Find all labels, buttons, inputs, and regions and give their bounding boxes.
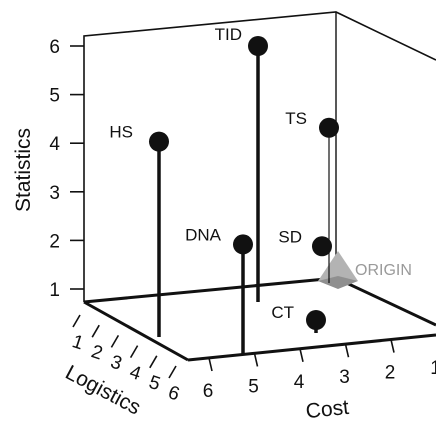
x-tick-label: 6 — [165, 382, 182, 405]
point-marker — [149, 131, 169, 152]
y-tick-label: 5 — [49, 86, 60, 107]
x-tick-mark — [91, 324, 100, 338]
data-points: TID HS TS DNA SD CT — [109, 25, 339, 354]
z-axis-title: Cost — [305, 396, 351, 423]
x-tick-mark — [149, 355, 158, 369]
floor-front-left-edge — [83, 300, 189, 362]
z-tick-label: 2 — [385, 363, 396, 384]
z-tick-mark — [390, 339, 395, 353]
origin-label: ORIGIN — [355, 262, 412, 279]
y-axis: 1 2 3 4 5 6 — [49, 37, 84, 301]
y-tick-label: 3 — [49, 183, 60, 204]
point-marker — [248, 36, 268, 56]
y-tick-label: 6 — [49, 37, 60, 58]
data-point: HS — [109, 123, 169, 337]
point-marker — [319, 117, 339, 138]
z-tick-label: 6 — [203, 381, 214, 402]
z-tick-label: 1 — [430, 358, 436, 379]
data-point: DNA — [185, 225, 253, 354]
z-tick-mark — [208, 357, 213, 372]
x-tick-label: 4 — [127, 362, 144, 385]
x-tick-mark — [72, 314, 81, 328]
x-tick-label: 1 — [69, 331, 86, 354]
z-tick-mark — [253, 353, 259, 367]
y-tick-label: 2 — [49, 231, 60, 252]
data-point: TID — [215, 25, 268, 302]
origin-cone-base — [318, 276, 358, 289]
point-label: CT — [271, 303, 294, 322]
y-tick-label: 4 — [49, 134, 60, 155]
x-tick-label: 5 — [146, 372, 163, 395]
point-marker — [312, 236, 332, 257]
floor-front-right-edge — [187, 333, 436, 362]
x-tick-mark — [168, 365, 177, 379]
z-axis: 6 5 4 3 2 1 — [203, 335, 436, 402]
point-marker — [306, 310, 326, 330]
z-tick-label: 5 — [248, 376, 259, 397]
x-tick-mark — [129, 345, 139, 359]
data-point: SD — [278, 227, 332, 257]
x-tick-mark — [110, 334, 120, 348]
y-axis-title: Statistics — [12, 128, 35, 212]
z-tick-mark — [299, 348, 304, 362]
point-label: SD — [278, 227, 302, 246]
origin-marker: ORIGIN — [318, 251, 412, 289]
floor-outline — [83, 276, 436, 327]
data-point: CT — [271, 303, 326, 333]
point-label: TID — [215, 25, 242, 44]
point-label: DNA — [185, 225, 222, 244]
point-label: TS — [285, 109, 307, 128]
x-tick-label: 2 — [89, 341, 106, 364]
origin-cone — [318, 251, 358, 281]
chart-frame — [83, 11, 436, 362]
point-label: HS — [109, 123, 133, 142]
data-point: TS — [285, 109, 339, 283]
y-tick-label: 1 — [49, 280, 60, 301]
z-tick-label: 4 — [294, 372, 305, 393]
z-tick-mark — [344, 344, 350, 358]
z-tick-label: 3 — [339, 367, 350, 388]
point-marker — [233, 234, 253, 255]
back-wall-outline — [83, 11, 436, 302]
x-tick-label: 3 — [108, 352, 125, 375]
